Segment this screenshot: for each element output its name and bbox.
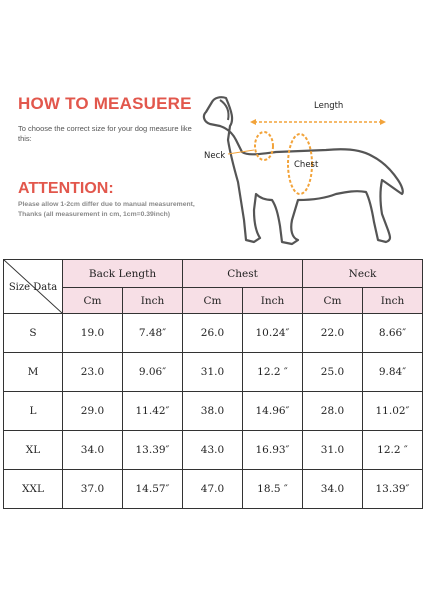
table-cell: 19.0 xyxy=(62,313,123,353)
size-cell: L xyxy=(3,391,63,431)
corner-cell: Size Data xyxy=(3,259,63,314)
dog-outline xyxy=(202,96,404,246)
table-cell: 47.0 xyxy=(182,469,243,509)
attention-title: ATTENTION: xyxy=(18,180,114,197)
table-cell: 11.02″ xyxy=(362,391,423,431)
table-cell: 8.66″ xyxy=(362,313,423,353)
attention-note: Please allow 1-2cm differ due to manual … xyxy=(18,201,195,218)
table-cell: 38.0 xyxy=(182,391,243,431)
table-cell: 23.0 xyxy=(62,352,123,392)
size-cell: S xyxy=(3,313,63,353)
size-cell: M xyxy=(3,352,63,392)
table-row: M 23.0 9.06″ 31.0 12.2 ″ 25.0 9.84″ xyxy=(3,352,423,392)
table-cell: 13.39″ xyxy=(362,469,423,509)
table-cell: 18.5 ″ xyxy=(242,469,303,509)
intro-text: To choose the correct size for your dog … xyxy=(18,124,192,143)
table-cell: 37.0 xyxy=(62,469,123,509)
unit-header: Inch xyxy=(362,287,423,314)
unit-header: Cm xyxy=(182,287,243,314)
table-unit-row: Cm Inch Cm Inch Cm Inch xyxy=(4,287,423,314)
table-cell: 29.0 xyxy=(62,391,123,431)
neck-label: Neck xyxy=(204,151,225,161)
length-arrow-head-right xyxy=(380,119,386,125)
table-cell: 31.0 xyxy=(302,430,363,470)
size-cell: XL xyxy=(3,430,63,470)
group-header: Neck xyxy=(302,259,423,288)
table-cell: 31.0 xyxy=(182,352,243,392)
table-cell: 9.06″ xyxy=(122,352,183,392)
dog-measure-diagram: Length Neck Chest xyxy=(202,96,404,246)
page-title: HOW TO MEASUERE xyxy=(18,94,192,113)
neck-pointer xyxy=(227,149,255,155)
group-header: Chest xyxy=(182,259,303,288)
table-cell: 25.0 xyxy=(302,352,363,392)
table-row: S 19.0 7.48″ 26.0 10.24″ 22.0 8.66″ xyxy=(3,313,423,353)
table-cell: 14.96″ xyxy=(242,391,303,431)
table-cell: 9.84″ xyxy=(362,352,423,392)
unit-header: Cm xyxy=(302,287,363,314)
size-table: Size Data Back Length Chest Neck Cm Inch… xyxy=(3,259,423,509)
unit-header: Inch xyxy=(122,287,183,314)
corner-label: Size Data xyxy=(8,281,58,293)
table-row: XXL 37.0 14.57″ 47.0 18.5 ″ 34.0 13.39″ xyxy=(3,469,423,509)
table-cell: 34.0 xyxy=(302,469,363,509)
table-row: XL 34.0 13.39″ 43.0 16.93″ 31.0 12.2 ″ xyxy=(3,430,423,470)
table-cell: 13.39″ xyxy=(122,430,183,470)
table-header-row: Size Data Back Length Chest Neck xyxy=(3,259,423,314)
unit-header: Cm xyxy=(62,287,123,314)
table-row: L 29.0 11.42″ 38.0 14.96″ 28.0 11.02″ xyxy=(3,391,423,431)
table-cell: 26.0 xyxy=(182,313,243,353)
unit-header: Inch xyxy=(242,287,303,314)
length-label: Length xyxy=(314,101,343,111)
neck-loop xyxy=(254,131,274,161)
table-cell: 34.0 xyxy=(62,430,123,470)
table-cell: 28.0 xyxy=(302,391,363,431)
table-cell: 16.93″ xyxy=(242,430,303,470)
table-cell: 11.42″ xyxy=(122,391,183,431)
table-cell: 12.2 ″ xyxy=(242,352,303,392)
table-cell: 7.48″ xyxy=(122,313,183,353)
table-cell: 10.24″ xyxy=(242,313,303,353)
chest-loop xyxy=(287,133,313,195)
table-cell: 22.0 xyxy=(302,313,363,353)
length-arrow-head-left xyxy=(250,119,256,125)
size-cell: XXL xyxy=(3,469,63,509)
table-cell: 43.0 xyxy=(182,430,243,470)
group-header: Back Length xyxy=(62,259,183,288)
table-cell: 14.57″ xyxy=(122,469,183,509)
table-cell: 12.2 ″ xyxy=(362,430,423,470)
dog-ear xyxy=(219,99,230,121)
chest-label: Chest xyxy=(294,160,319,170)
